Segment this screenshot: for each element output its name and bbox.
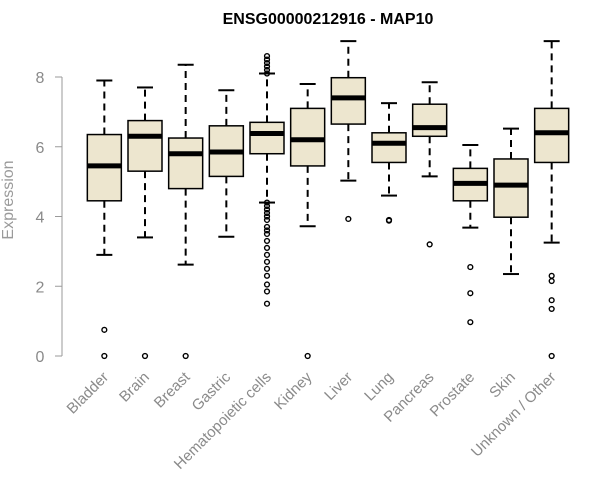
box-bladder [86, 79, 123, 360]
chart-title: ENSG00000212916 - MAP10 [223, 11, 434, 28]
x-tick-label: Skin [486, 369, 519, 402]
y-tick-label: 8 [36, 70, 45, 87]
outlier-point [263, 199, 271, 206]
outlier-point [263, 216, 271, 224]
y-tick-label: 6 [36, 140, 45, 157]
outlier-point [263, 213, 271, 220]
outlier-point [385, 217, 393, 224]
iqr-box [249, 121, 285, 155]
outlier-point [548, 352, 555, 360]
outlier-point [263, 258, 271, 265]
outlier-point [345, 215, 352, 223]
outlier-point [426, 241, 433, 248]
y-axis: 0 2 4 6 8 [36, 70, 63, 366]
outlier-point [548, 272, 555, 279]
outlier-point [263, 244, 271, 251]
outlier-point [263, 265, 271, 272]
outlier-point [141, 352, 149, 360]
boxes-group [86, 40, 570, 360]
box-breast [167, 63, 204, 360]
iqr-box [330, 76, 367, 125]
outlier-point [467, 290, 474, 297]
iqr-box [371, 132, 407, 164]
box-lung [371, 102, 407, 224]
outlier-point [263, 206, 271, 213]
outlier-point [263, 66, 271, 74]
outlier-point [263, 70, 271, 77]
outlier-point [263, 230, 271, 238]
x-tick-label: Brain [116, 369, 153, 406]
x-tick-label: Bladder [64, 369, 113, 418]
outlier-point [548, 305, 555, 313]
outlier-point [182, 352, 189, 360]
outlier-point [548, 297, 555, 304]
outlier-point [263, 52, 271, 60]
outlier-point [263, 202, 271, 210]
outlier-point [101, 326, 108, 333]
x-tick-label: Prostate [427, 369, 479, 421]
outlier-point [263, 56, 271, 63]
outlier-point [467, 263, 474, 271]
outlier-point [263, 288, 271, 295]
box-kidney [289, 82, 326, 360]
outlier-point [263, 209, 271, 217]
outlier-point [263, 237, 271, 245]
y-tick-label: 4 [36, 210, 45, 227]
iqr-box [167, 137, 204, 190]
box-pancreas [411, 81, 448, 248]
iqr-box [411, 103, 448, 138]
outlier-point [263, 223, 271, 231]
iqr-box [533, 107, 570, 164]
outlier-point [263, 300, 271, 307]
outlier-point [263, 59, 271, 67]
box-prostate [452, 144, 489, 326]
outlier-point [263, 63, 271, 70]
iqr-box [127, 119, 163, 172]
box-brain [127, 86, 163, 360]
y-axis-label: Expression [0, 160, 17, 239]
box-liver [330, 40, 367, 223]
box-gastric [208, 89, 245, 238]
outlier-point [101, 352, 108, 360]
outlier-point [263, 251, 271, 258]
outlier-point [263, 272, 271, 279]
outlier-point [263, 227, 271, 234]
y-tick-label: 0 [36, 349, 45, 366]
x-tick-label: Lung [361, 369, 397, 405]
iqr-box [493, 158, 529, 218]
x-tick-label: Kidney [271, 368, 316, 413]
box-skin [493, 127, 529, 276]
box-unknown-other [533, 40, 570, 360]
y-tick-label: 2 [36, 279, 45, 296]
outlier-point [548, 277, 555, 285]
x-tick-label: Liver [321, 369, 356, 404]
x-tick-label: Breast [151, 368, 194, 411]
outlier-point [304, 352, 311, 360]
iqr-box [289, 107, 326, 167]
outlier-point [263, 281, 271, 288]
outlier-point [467, 319, 474, 326]
box-hematopoietic-cells [249, 52, 285, 307]
